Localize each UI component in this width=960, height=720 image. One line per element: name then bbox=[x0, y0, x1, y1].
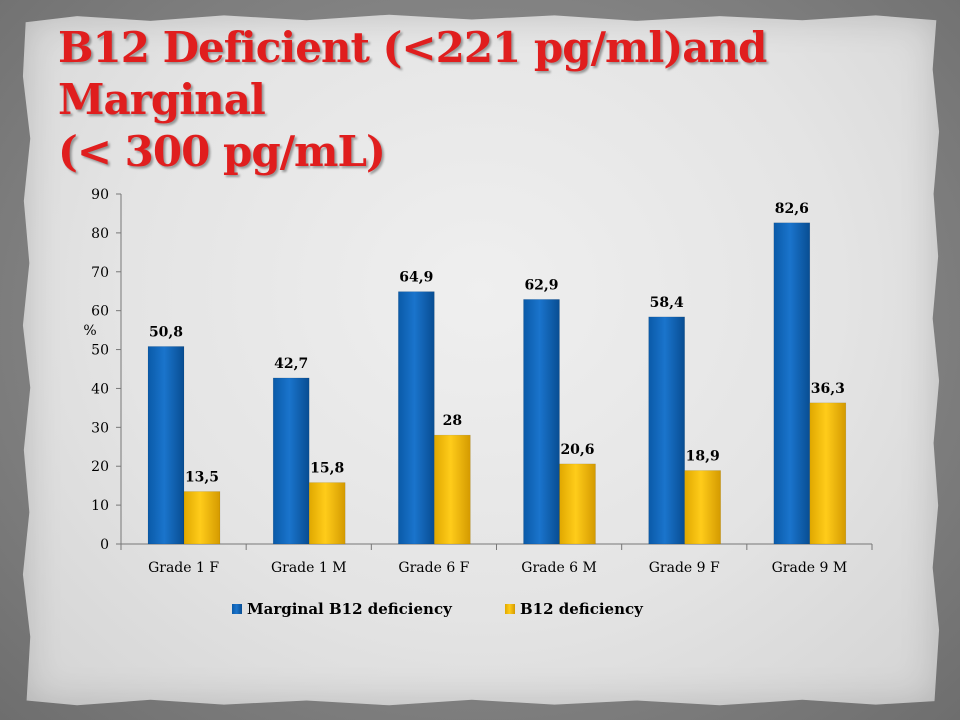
x-tick-label: Grade 1 M bbox=[271, 560, 347, 576]
y-tick-label: 70 bbox=[91, 265, 109, 281]
x-tick-label: Grade 1 F bbox=[148, 560, 219, 576]
y-tick-label: 90 bbox=[91, 187, 109, 203]
legend-label-marginal: Marginal B12 deficiency bbox=[247, 600, 453, 618]
bar-marginal bbox=[773, 222, 811, 545]
x-tick-label: Grade 9 F bbox=[649, 560, 720, 576]
title-line-2: (< 300 pg/mL) bbox=[58, 127, 386, 176]
slide-title: B12 Deficient (<221 pg/ml)and Marginal (… bbox=[58, 22, 938, 178]
y-tick-label: 30 bbox=[91, 420, 109, 436]
data-label-marginal: 64,9 bbox=[399, 270, 433, 286]
y-tick-label: 20 bbox=[91, 459, 109, 475]
legend-label-deficiency: B12 deficiency bbox=[520, 600, 644, 618]
bar-marginal bbox=[523, 299, 560, 545]
y-axis-label: % bbox=[83, 323, 96, 339]
bar-marginal bbox=[648, 316, 685, 545]
y-tick-label: 50 bbox=[91, 343, 109, 359]
bar-marginal bbox=[272, 377, 310, 545]
data-label-marginal: 62,9 bbox=[524, 277, 558, 293]
data-label-marginal: 42,7 bbox=[274, 356, 308, 372]
x-tick-label: Grade 9 M bbox=[772, 560, 848, 576]
data-label-deficiency: 13,5 bbox=[185, 470, 219, 486]
data-label-deficiency: 18,9 bbox=[686, 449, 720, 465]
y-tick-label: 60 bbox=[91, 304, 109, 320]
x-tick-label: Grade 6 M bbox=[521, 560, 597, 576]
data-label-deficiency: 15,8 bbox=[310, 461, 344, 477]
data-label-marginal: 58,4 bbox=[650, 295, 684, 311]
legend-swatch-deficiency bbox=[505, 604, 515, 614]
data-label-marginal: 82,6 bbox=[775, 201, 809, 217]
y-tick-label: 0 bbox=[100, 537, 109, 553]
legend-swatch-marginal bbox=[232, 604, 242, 614]
y-tick-label: 40 bbox=[91, 381, 109, 397]
data-label-deficiency: 20,6 bbox=[560, 442, 594, 458]
bar-deficiency bbox=[308, 482, 346, 545]
y-tick-label: 10 bbox=[91, 498, 109, 514]
bar-marginal bbox=[147, 346, 185, 545]
data-label-deficiency: 28 bbox=[443, 413, 462, 429]
data-label-deficiency: 36,3 bbox=[811, 381, 845, 397]
bar-deficiency bbox=[434, 434, 471, 545]
data-label-marginal: 50,8 bbox=[149, 324, 183, 340]
x-tick-label: Grade 6 F bbox=[398, 560, 469, 576]
bar-deficiency bbox=[684, 470, 721, 545]
y-tick-label: 80 bbox=[91, 226, 109, 242]
title-line-1: B12 Deficient (<221 pg/ml)and Marginal bbox=[58, 23, 767, 124]
bar-deficiency bbox=[559, 463, 596, 545]
bar-deficiency bbox=[183, 491, 221, 545]
bar-deficiency bbox=[809, 402, 847, 545]
bar-marginal bbox=[398, 291, 435, 545]
